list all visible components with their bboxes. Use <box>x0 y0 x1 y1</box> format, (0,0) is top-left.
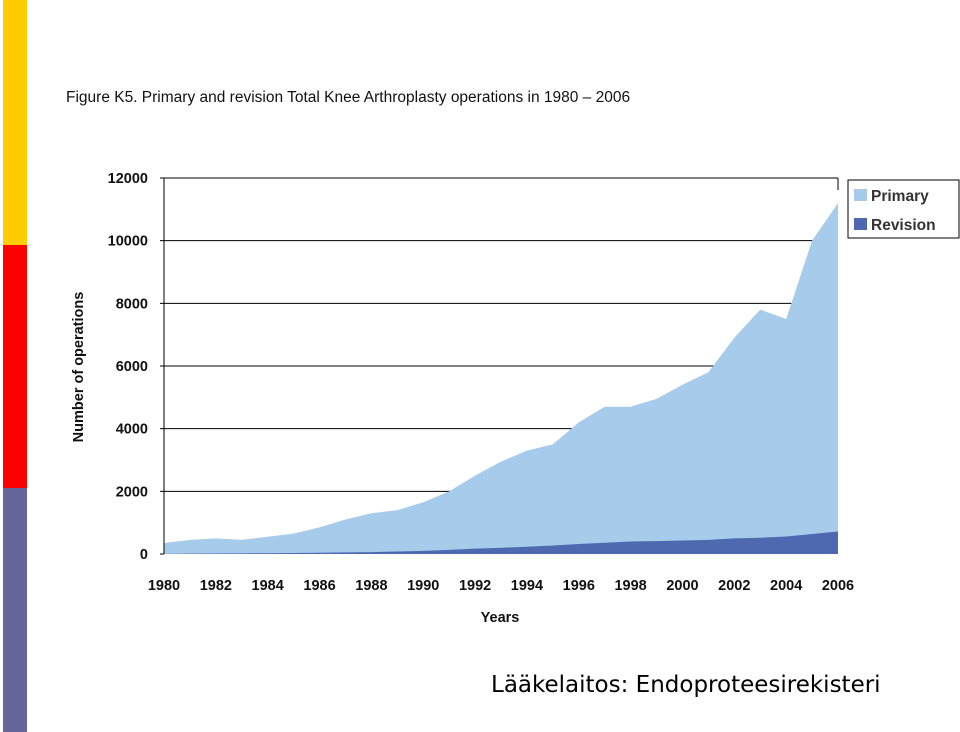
y-axis-label: Number of operations <box>71 292 87 443</box>
x-axis-label: Years <box>481 610 520 626</box>
x-tick-label-2004: 2004 <box>770 578 802 594</box>
sidebar-blue-bar <box>3 488 27 732</box>
area-series <box>164 203 838 555</box>
y-tick-label-8000: 8000 <box>116 296 148 312</box>
x-tick-label-1998: 1998 <box>614 578 646 594</box>
x-tick-label-2006: 2006 <box>822 578 854 594</box>
y-tick-label-12000: 12000 <box>108 171 148 187</box>
x-tick-label-1990: 1990 <box>407 578 439 594</box>
area-revision <box>164 531 838 554</box>
y-tick-label-0: 0 <box>140 547 148 563</box>
y-tick-labels: 0 2000 4000 6000 8000 10000 12000 <box>108 171 164 563</box>
sidebar-red-bar <box>3 245 27 488</box>
area-primary <box>164 203 838 555</box>
x-tick-label-1984: 1984 <box>252 578 284 594</box>
legend: Primary Revision <box>847 179 960 239</box>
y-tick-label-4000: 4000 <box>116 422 148 438</box>
x-tick-label-1986: 1986 <box>303 578 335 594</box>
source-caption: Lääkelaitos: Endoproteesirekisteri <box>491 672 881 698</box>
x-tick-label-1982: 1982 <box>200 578 232 594</box>
x-tick-label-1980: 1980 <box>148 578 180 594</box>
x-tick-label-1988: 1988 <box>355 578 387 594</box>
y-tick-label-10000: 10000 <box>108 234 148 250</box>
x-tick-label-2002: 2002 <box>718 578 750 594</box>
x-tick-label-1996: 1996 <box>563 578 595 594</box>
x-tick-labels: 1980 1982 1984 1986 1988 1990 1992 1994 1996 1998… <box>148 578 854 594</box>
legend-swatch-revision <box>854 218 867 230</box>
y-tick-label-2000: 2000 <box>116 484 148 500</box>
x-tick-label-1992: 1992 <box>459 578 491 594</box>
figure-title: Figure K5. Primary and revision Total Kn… <box>66 89 630 106</box>
legend-label-primary: Primary <box>871 188 929 205</box>
legend-label-revision: Revision <box>871 217 936 234</box>
legend-swatch-primary <box>854 189 867 201</box>
x-tick-label-2000: 2000 <box>666 578 698 594</box>
sidebar-yellow-bar <box>3 0 27 245</box>
x-tick-label-1994: 1994 <box>511 578 543 594</box>
y-tick-label-6000: 6000 <box>116 359 148 375</box>
